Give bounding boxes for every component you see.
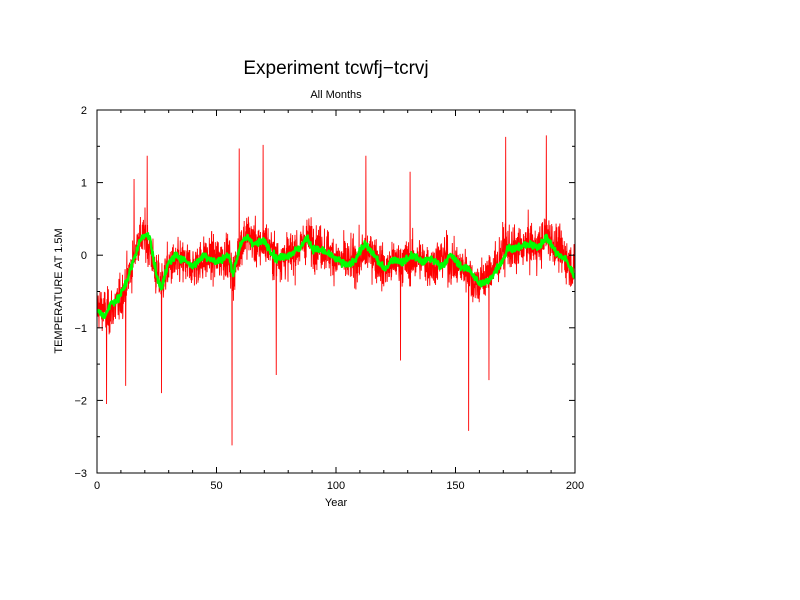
plot-area	[96, 109, 576, 474]
y-tick-label: 1	[81, 178, 87, 190]
chart-subtitle: All Months	[310, 89, 362, 101]
chart-title: Experiment tcwfj−tcrvj	[243, 58, 428, 79]
y-tick-label: −3	[74, 468, 87, 480]
series-line-smoothed	[97, 232, 575, 320]
y-tick-label: 2	[81, 105, 87, 117]
x-tick-label: 0	[94, 480, 100, 492]
ticks-layer: 0 50 100 150 200 −3 −2 −1 0 1 2	[74, 105, 584, 492]
series-line-monthly	[97, 135, 575, 446]
x-tick-label: 150	[446, 480, 464, 492]
y-axis-title: TEMPERATURE AT 1.5M	[53, 228, 65, 353]
y-tick-label: 0	[81, 250, 87, 262]
series-layer	[97, 135, 575, 446]
x-tick-label: 200	[566, 480, 584, 492]
x-tick-label: 50	[210, 480, 222, 492]
y-tick-label: −1	[74, 323, 87, 335]
x-tick-label: 100	[327, 480, 345, 492]
plot-frame	[96, 109, 576, 474]
y-tick-label: −2	[74, 395, 87, 407]
x-axis-title: Year	[325, 497, 348, 509]
